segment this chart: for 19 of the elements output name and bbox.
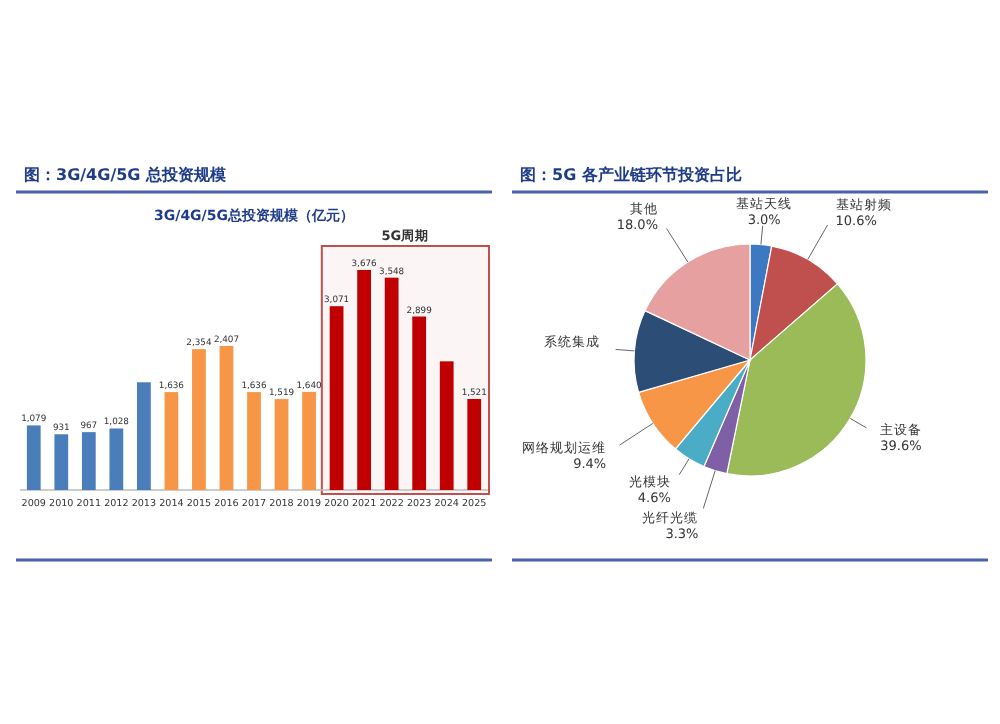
- bar: [274, 399, 289, 490]
- bar: [384, 277, 399, 490]
- bar: [164, 392, 179, 490]
- bar: [357, 270, 371, 490]
- bar: [54, 434, 69, 490]
- chart-title: 图：5G 各产业链环节投资占比: [520, 166, 742, 184]
- bar: [137, 382, 151, 490]
- bar: [329, 306, 344, 490]
- bar: [192, 349, 206, 490]
- chart-title: 图：3G/4G/5G 总投资规模: [24, 166, 229, 184]
- bar: [81, 432, 96, 490]
- bar: [219, 345, 234, 490]
- bar: [439, 361, 454, 490]
- bar: [109, 428, 124, 490]
- bar: [467, 398, 482, 490]
- bar: [247, 392, 261, 490]
- bar: [412, 316, 427, 490]
- bar: [302, 391, 316, 490]
- bar: [26, 425, 41, 490]
